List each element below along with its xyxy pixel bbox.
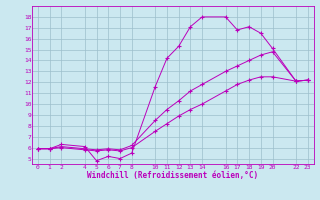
X-axis label: Windchill (Refroidissement éolien,°C): Windchill (Refroidissement éolien,°C) — [87, 171, 258, 180]
